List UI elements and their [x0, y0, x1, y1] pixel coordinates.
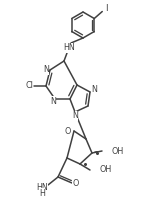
Text: I: I: [105, 4, 107, 13]
Text: OH: OH: [99, 165, 111, 175]
Text: N: N: [43, 66, 49, 74]
Text: HN: HN: [36, 184, 48, 192]
Text: O: O: [65, 126, 71, 136]
Text: N: N: [72, 112, 78, 120]
Text: OH: OH: [111, 147, 123, 155]
Text: H: H: [39, 188, 45, 198]
Text: N: N: [91, 85, 97, 95]
Text: O: O: [73, 178, 79, 188]
Text: N: N: [50, 97, 56, 105]
Text: HN: HN: [63, 43, 75, 52]
Text: Cl: Cl: [25, 81, 33, 91]
